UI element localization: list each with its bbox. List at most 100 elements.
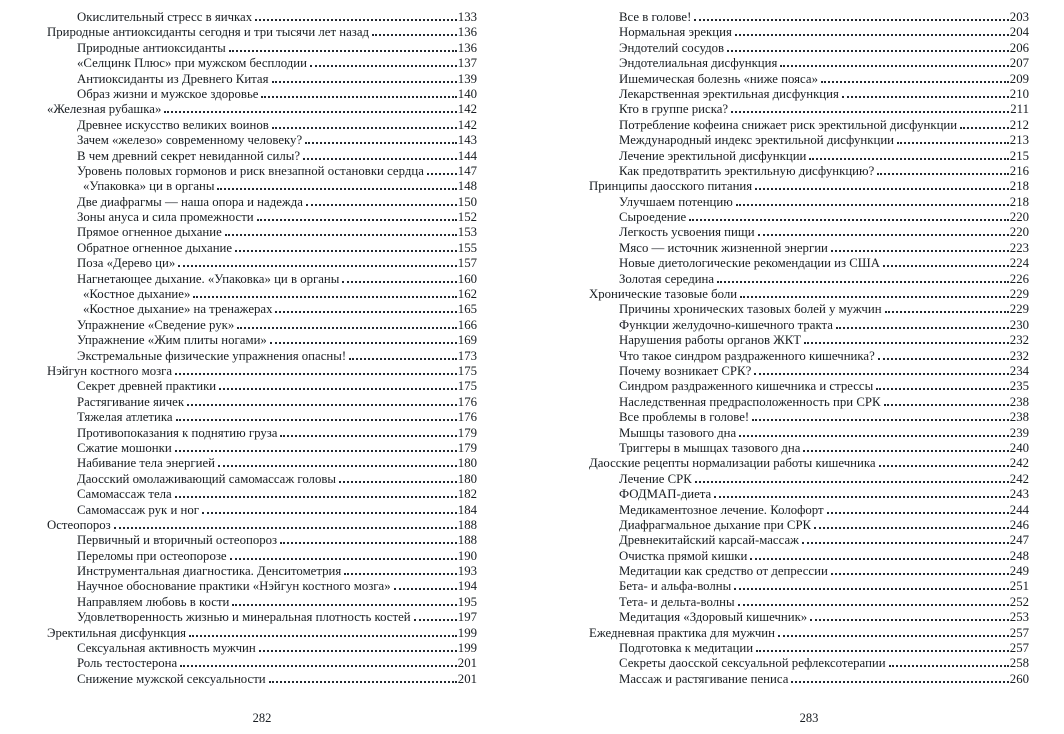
toc-entry-title: «Костное дыхание» на тренажерах	[83, 302, 273, 317]
toc-entry: «Селцинк Плюс» при мужском бесплодии 137	[47, 56, 477, 71]
toc-dot-leader	[814, 526, 1009, 529]
toc-entry: Синдром раздраженного кишечника и стресс…	[589, 379, 1029, 394]
toc-entry-title: Поза «Дерево ци»	[77, 256, 176, 271]
toc-entry-page-number: 203	[1009, 10, 1029, 24]
toc-entry-page-number: 210	[1009, 86, 1029, 101]
toc-entry: Как предотвратить эректильную дисфункцию…	[589, 164, 1029, 179]
toc-entry-page-number: 260	[1009, 671, 1029, 686]
toc-entry: Уровень половых гормонов и риск внезапно…	[47, 164, 477, 179]
toc-entry-page-number: 249	[1009, 564, 1029, 579]
toc-entry-title: Сжатие мошонки	[77, 440, 172, 455]
toc-entry-title: Все в голове!	[619, 10, 692, 24]
toc-entry-title: Синдром раздраженного кишечника и стресс…	[619, 379, 874, 394]
toc-entry-page-number: 235	[1009, 379, 1029, 394]
toc-entry-page-number: 207	[1009, 56, 1029, 71]
toc-dot-leader	[269, 342, 457, 345]
toc-dot-leader	[717, 280, 1009, 283]
toc-dot-leader	[888, 665, 1009, 668]
toc-entry-page-number: 229	[1009, 302, 1029, 317]
toc-entry-title: Первичный и вторичный остеопороз	[77, 533, 278, 548]
toc-entry-page-number: 160	[457, 271, 477, 286]
toc-entry-title: Древнекитайский карсай-массаж	[619, 533, 799, 548]
toc-entry: Снижение мужской сексуальности 201	[47, 672, 477, 687]
toc-entry-page-number: 144	[457, 148, 477, 163]
toc-dot-leader	[228, 49, 457, 52]
toc-entry-title: ФОДМАП-диета	[619, 487, 712, 502]
toc-dot-leader	[878, 465, 1009, 468]
toc-entry: Древнее искусство великих воинов 142	[47, 118, 477, 133]
toc-entry-page-number: 142	[457, 117, 477, 132]
toc-dot-leader	[731, 111, 1010, 114]
toc-entry-page-number: 162	[457, 287, 477, 302]
toc-entry-title: Окислительный стресс в яичках	[77, 10, 253, 24]
toc-dot-leader	[882, 265, 1009, 268]
toc-entry-title: Набивание тела энергией	[77, 456, 215, 471]
toc-entry-page-number: 179	[457, 440, 477, 455]
toc-dot-leader	[750, 557, 1009, 560]
toc-dot-leader	[835, 326, 1009, 329]
toc-entry: Поза «Дерево ци» 157	[47, 256, 477, 271]
toc-entry: Первичный и вторичный остеопороз 188	[47, 533, 477, 548]
toc-entry-title: Медитация «Здоровый кишечник»	[619, 610, 808, 625]
toc-entry: Лекарственная эректильная дисфункция 210	[589, 87, 1029, 102]
toc-dot-leader	[810, 619, 1009, 622]
toc-dot-leader	[258, 650, 457, 653]
toc-dot-leader	[714, 496, 1009, 499]
toc-entry-title: Переломы при остеопорозе	[77, 548, 227, 563]
toc-entry-page-number: 238	[1009, 410, 1029, 425]
toc-dot-leader	[960, 126, 1009, 129]
toc-entry-page-number: 152	[457, 210, 477, 225]
toc-entry-title: Нарушения работы органов ЖКТ	[619, 333, 802, 348]
toc-dot-leader	[801, 542, 1009, 545]
toc-entry-title: Снижение мужской сексуальности	[77, 671, 266, 686]
toc-entry-title: Уровень половых гормонов и риск внезапно…	[77, 163, 424, 178]
toc-dot-leader	[305, 142, 457, 145]
toc-dot-leader	[305, 203, 457, 206]
toc-dot-leader	[777, 634, 1009, 637]
toc-entry-title: Очистка прямой кишки	[619, 548, 748, 563]
toc-dot-leader	[884, 311, 1009, 314]
toc-entry: Новые диетологические рекомендации из СШ…	[589, 256, 1029, 271]
toc-entry-page-number: 148	[457, 179, 477, 194]
toc-dot-leader	[178, 265, 457, 268]
toc-dot-leader	[694, 19, 1009, 21]
toc-entry-page-number: 155	[457, 240, 477, 255]
toc-entry-title: Бета- и альфа-волны	[619, 579, 732, 594]
toc-entry: Упражнение «Сведение рук» 166	[47, 318, 477, 333]
toc-entry-title: Международный индекс эректильной дисфунк…	[619, 133, 895, 148]
toc-entry-title: Легкость усвоения пищи	[619, 225, 755, 240]
toc-entry-page-number: 133	[457, 10, 477, 24]
toc-entry-title: Почему возникает СРК?	[619, 363, 752, 378]
toc-entry-page-number: 201	[457, 656, 477, 671]
toc-entry-page-number: 136	[457, 40, 477, 55]
toc-entry: Природные антиоксиданты 136	[47, 41, 477, 56]
toc-entry-title: Триггеры в мышцах тазового дна	[619, 440, 801, 455]
toc-entry-title: Роль тестостерона	[77, 656, 178, 671]
toc-dot-leader	[193, 296, 457, 299]
toc-dot-leader	[740, 296, 1009, 299]
toc-entry-title: Природные антиоксиданты	[77, 40, 226, 55]
toc-entry-title: «Костное дыхание»	[83, 287, 191, 302]
toc-dot-leader	[271, 80, 457, 83]
toc-entry-page-number: 252	[1009, 594, 1029, 609]
toc-entry: ФОДМАП-диета 243	[589, 487, 1029, 502]
toc-entry: Сыроедение 220	[589, 210, 1029, 225]
toc-entry: Эндотелий сосудов 206	[589, 41, 1029, 56]
toc-entry-title: Антиоксиданты из Древнего Китая	[77, 71, 269, 86]
toc-dot-leader	[734, 588, 1009, 591]
toc-entry-title: Тяжелая атлетика	[77, 410, 173, 425]
toc-dot-leader	[217, 188, 457, 191]
toc-entry-page-number: 243	[1009, 487, 1029, 502]
toc-entry-title: Лечение СРК	[619, 471, 692, 486]
toc-entry-page-number: 216	[1009, 163, 1029, 178]
toc-entry: Остеопороз 188	[47, 518, 477, 533]
toc-entry-page-number: 239	[1009, 425, 1029, 440]
toc-entry: Секреты даосской сексуальной рефлексотер…	[589, 656, 1029, 671]
toc-entry-page-number: 220	[1009, 225, 1029, 240]
toc-entry-title: Нагнетающее дыхание. «Упаковка» ци в орг…	[77, 271, 340, 286]
toc-entry: Эректильная дисфункция 199	[47, 626, 477, 641]
toc-entry: Нагнетающее дыхание. «Упаковка» ци в орг…	[47, 272, 477, 287]
toc-entry-title: Направляем любовь в кости	[77, 594, 230, 609]
toc-entry-page-number: 175	[457, 379, 477, 394]
